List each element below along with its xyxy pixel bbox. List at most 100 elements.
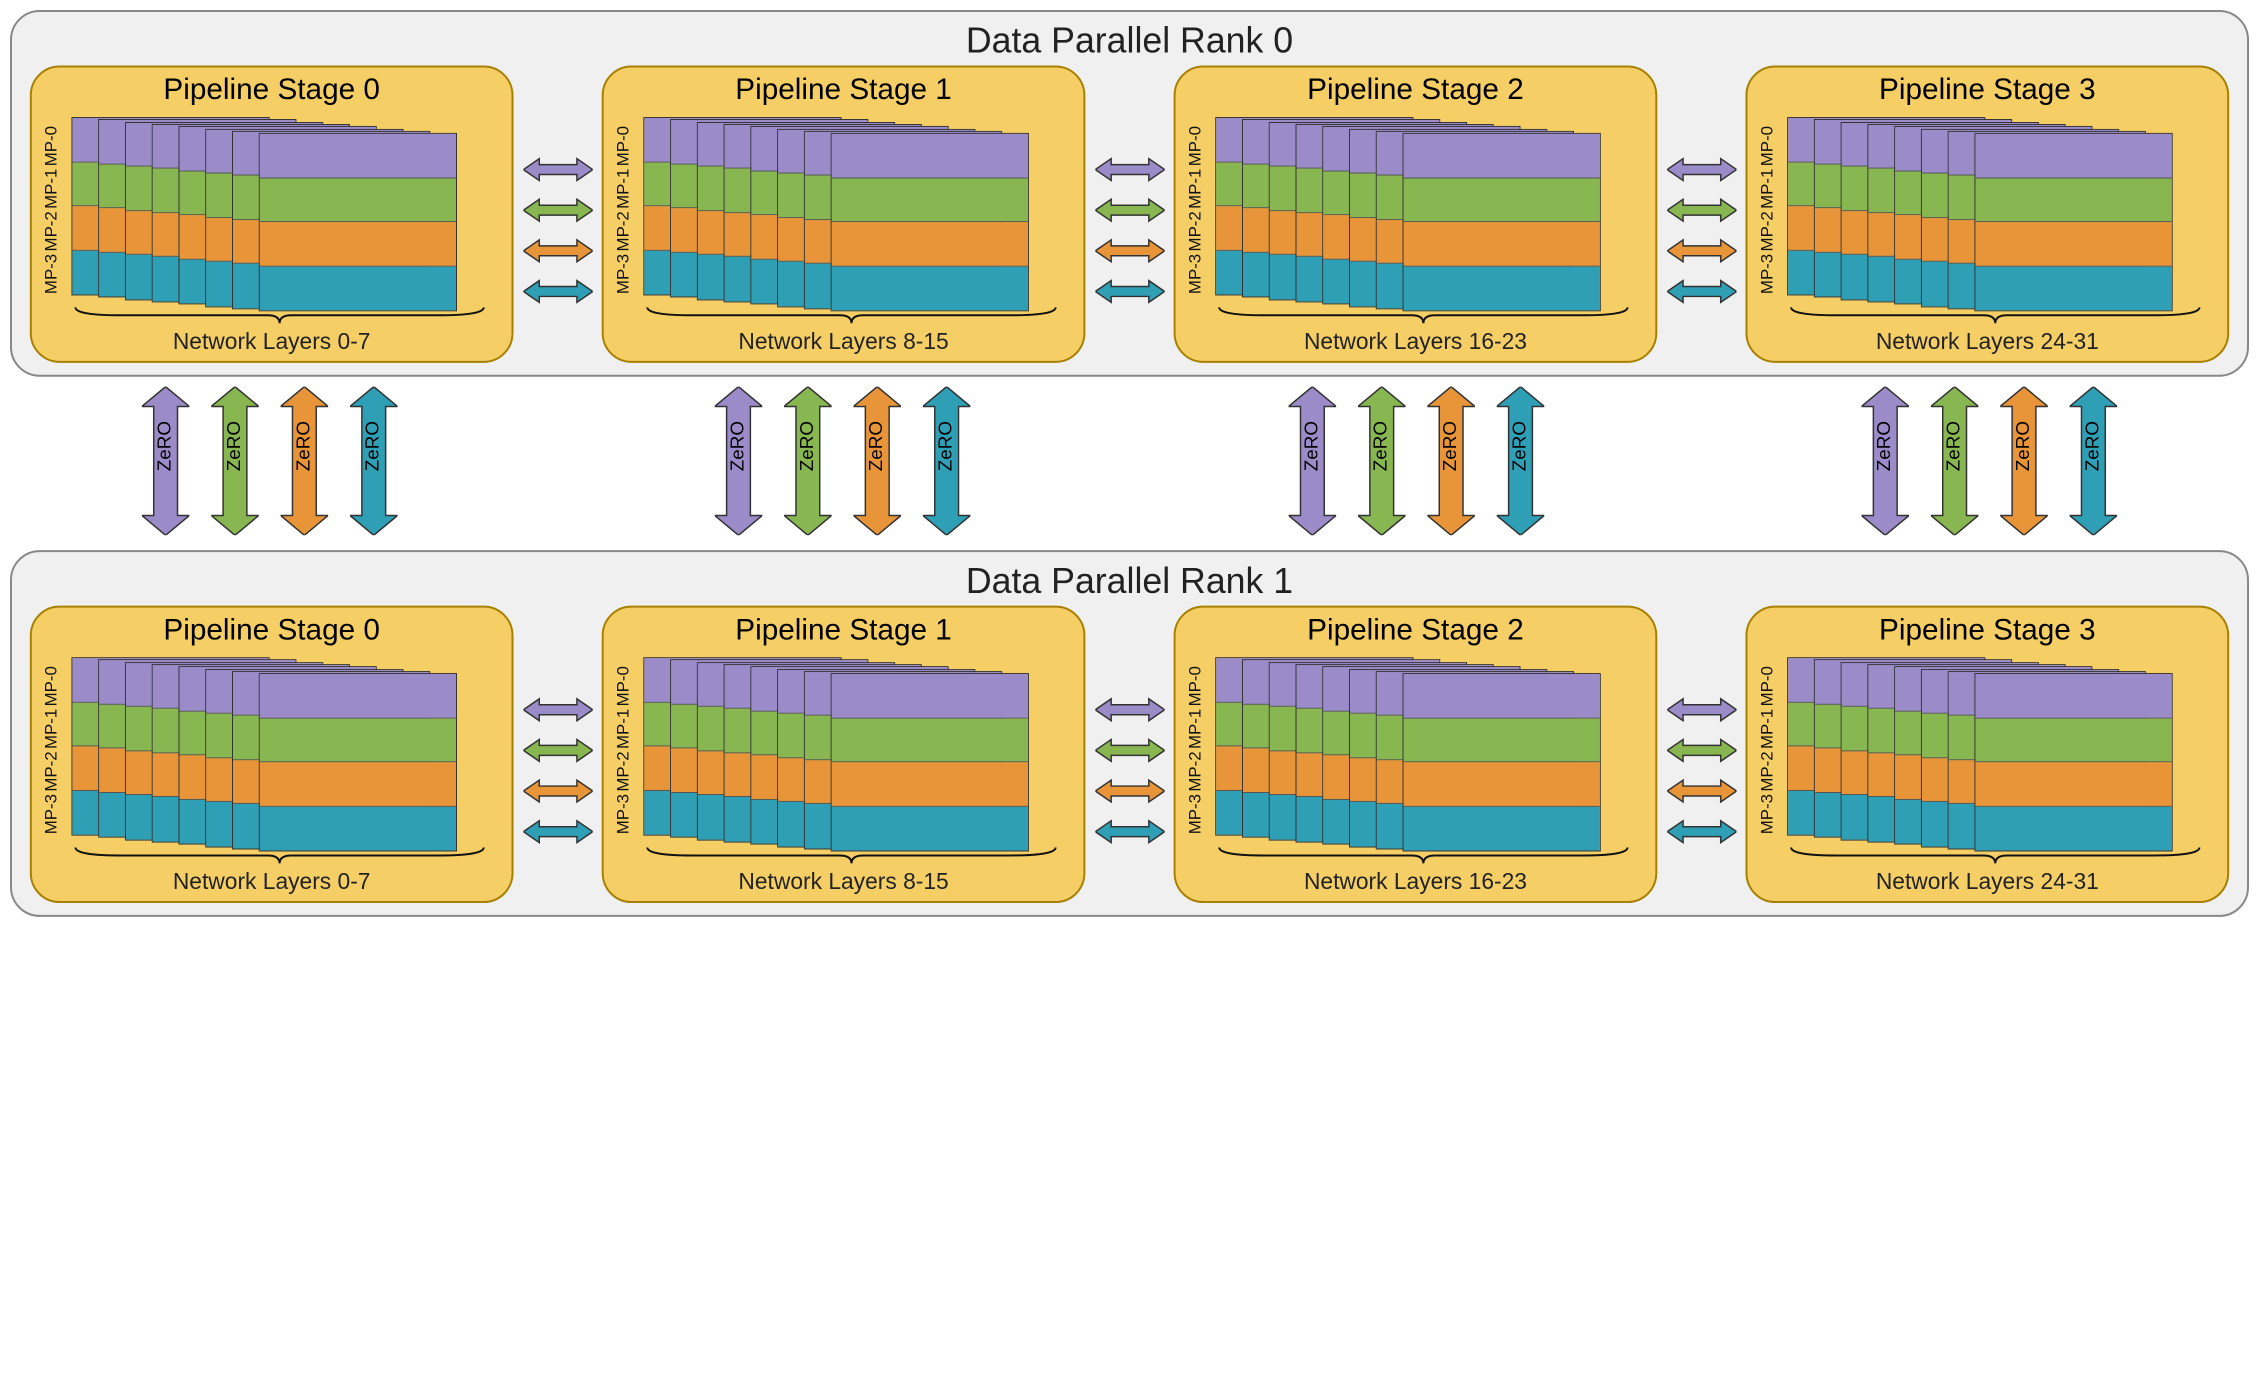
zero-label: ZeRO: [2013, 421, 2035, 471]
pipeline-stage: Pipeline Stage 1 MP-0MP-1MP-2MP-3 Network…: [602, 606, 1086, 903]
mp-label: MP-1: [42, 169, 62, 209]
stage-connector: [1090, 66, 1169, 363]
h-arrow: [1095, 279, 1164, 310]
mp-stripe: [1975, 266, 2171, 310]
h-arrow-icon: [523, 819, 592, 845]
mp-label: MP-3: [1185, 794, 1205, 834]
parallelism-diagram: Data Parallel Rank 0 Pipeline Stage 0MP-0…: [10, 10, 2249, 1355]
zero-label: ZeRO: [936, 421, 958, 471]
stage-title: Pipeline Stage 3: [1747, 73, 2227, 107]
h-arrow: [1667, 238, 1736, 269]
zero-label: ZeRO: [1509, 421, 1531, 471]
mp-label: MP-1: [1185, 709, 1205, 749]
mp-stripe: [1975, 178, 2171, 222]
mp-stripe: [1404, 134, 1600, 178]
mp-label: MP-3: [614, 254, 634, 294]
mp-stripe: [832, 222, 1028, 266]
pipeline-stage: Pipeline Stage 2MP-0MP-1MP-2MP-3 Network…: [1174, 606, 1658, 903]
mp-label: MP-2: [1757, 211, 1777, 251]
h-arrow: [1667, 279, 1736, 310]
stages-row: Pipeline Stage 0MP-0MP-1MP-2MP-3 Network…: [30, 606, 2229, 903]
h-arrow-icon: [1095, 279, 1164, 305]
zero-label: ZeRO: [1371, 421, 1393, 471]
zero-label: ZeRO: [1874, 421, 1896, 471]
h-arrow: [1667, 778, 1736, 809]
h-arrow: [1095, 697, 1164, 728]
h-arrow-icon: [1095, 697, 1164, 723]
h-arrow: [1095, 819, 1164, 850]
zero-label: ZeRO: [728, 421, 750, 471]
mp-stripe: [832, 674, 1028, 718]
h-arrow-icon: [1095, 738, 1164, 764]
mp-labels: MP-0MP-1MP-2MP-3: [1757, 665, 1777, 835]
mp-labels: MP-0MP-1MP-2MP-3: [1185, 665, 1205, 835]
h-arrow-icon: [523, 197, 592, 223]
mp-label: MP-2: [1185, 211, 1205, 251]
zero-label: ZeRO: [293, 421, 315, 471]
mp-stripe: [832, 134, 1028, 178]
pipeline-stage: Pipeline Stage 0MP-0MP-1MP-2MP-3 Network…: [30, 606, 514, 903]
layer-card: [259, 133, 457, 311]
mp-stripe: [260, 762, 456, 806]
mp-labels: MP-0MP-1MP-2MP-3: [614, 665, 634, 835]
mp-label: MP-0: [1757, 666, 1777, 706]
zero-arrow: ZeRO: [784, 387, 832, 506]
mp-stripe: [260, 718, 456, 762]
layers-label: Network Layers 24-31: [1747, 868, 2227, 895]
zero-arrow: ZeRO: [2070, 387, 2118, 506]
zero-label: ZeRO: [1440, 421, 1462, 471]
zero-label: ZeRO: [363, 421, 385, 471]
mp-stripe: [1975, 806, 2171, 850]
layer-card: [1403, 673, 1601, 851]
layer-card: [1974, 133, 2172, 311]
zero-arrow: ZeRO: [1496, 387, 1544, 506]
stage-title: Pipeline Stage 2: [1176, 614, 1656, 648]
rank-title: Data Parallel Rank 0: [30, 20, 2229, 62]
mp-label: MP-2: [1757, 752, 1777, 792]
h-arrow-icon: [1667, 238, 1736, 264]
mp-stripe: [832, 806, 1028, 850]
layer-card: [831, 673, 1029, 851]
layer-stack: [1787, 657, 2203, 855]
mp-label: MP-3: [1757, 254, 1777, 294]
layers-label: Network Layers 0-7: [32, 328, 512, 355]
mp-stripe: [1404, 762, 1600, 806]
stage-connector: [1090, 606, 1169, 903]
mp-stripe: [1975, 222, 2171, 266]
mp-stripe: [1975, 762, 2171, 806]
layers-label: Network Layers 8-15: [604, 868, 1084, 895]
layers-label: Network Layers 24-31: [1747, 328, 2227, 355]
zero-group: ZeRO ZeRO ZeRO ZeRO: [28, 387, 512, 506]
h-arrow-icon: [1095, 819, 1164, 845]
layer-stack: [71, 657, 487, 855]
zero-label: ZeRO: [155, 421, 177, 471]
zero-label: ZeRO: [2082, 421, 2104, 471]
stage-title: Pipeline Stage 1: [604, 614, 1084, 648]
layer-card: [259, 673, 457, 851]
zero-label: ZeRO: [867, 421, 889, 471]
h-arrow-icon: [1667, 738, 1736, 764]
mp-stripe: [1404, 222, 1600, 266]
mp-label: MP-0: [42, 666, 62, 706]
h-arrow: [523, 197, 592, 228]
mp-label: MP-0: [1185, 666, 1205, 706]
mp-stripe: [832, 266, 1028, 310]
layer-card: [1403, 133, 1601, 311]
zero-label: ZeRO: [797, 421, 819, 471]
layer-stack: [1215, 657, 1631, 855]
mp-stripe: [832, 762, 1028, 806]
mp-stripe: [832, 718, 1028, 762]
mp-stripe: [1404, 718, 1600, 762]
h-arrow-icon: [1667, 697, 1736, 723]
stage-title: Pipeline Stage 1: [604, 73, 1084, 107]
layers-label: Network Layers 8-15: [604, 328, 1084, 355]
mp-stripe: [1975, 718, 2171, 762]
h-arrow: [1667, 738, 1736, 769]
stage-connector: [1662, 66, 1741, 363]
mp-label: MP-0: [1185, 126, 1205, 166]
h-arrow: [523, 279, 592, 310]
zero-arrow: ZeRO: [1861, 387, 1909, 506]
zero-connector-row: ZeRO ZeRO ZeRO ZeRO ZeRO ZeRO ZeRO ZeRO …: [28, 387, 2231, 506]
h-arrow-icon: [1667, 279, 1736, 305]
zero-arrow: ZeRO: [142, 387, 190, 506]
